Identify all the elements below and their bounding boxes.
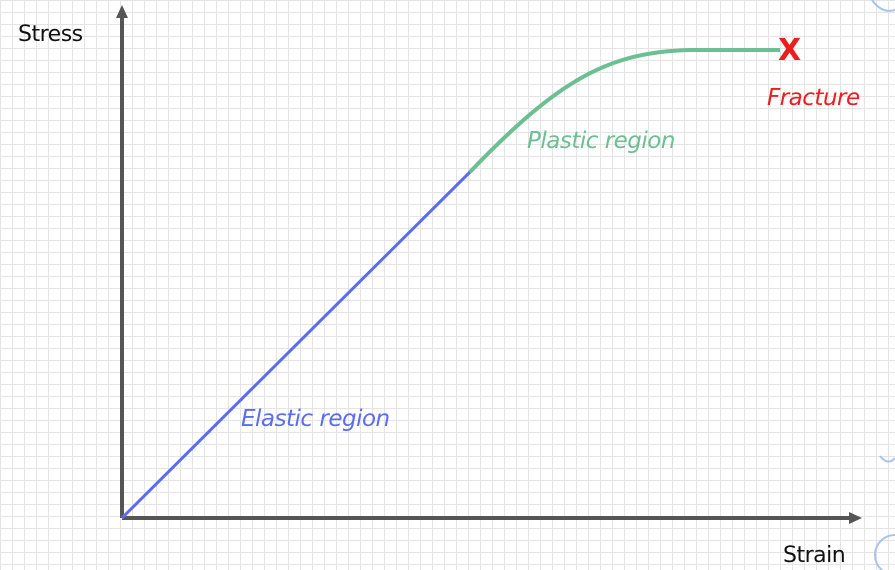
x-axis-arrowhead — [849, 512, 862, 524]
y-axis-label: Stress — [18, 22, 83, 47]
elastic-region-label: Elastic region — [241, 406, 390, 432]
edge-decoration-middle — [879, 455, 895, 463]
x-axis-label: Strain — [783, 543, 846, 568]
fracture-label: Fracture — [767, 85, 860, 111]
plastic-region-label: Plastic region — [527, 128, 675, 154]
y-axis-arrowhead — [116, 5, 128, 18]
fracture-marker: X — [778, 33, 802, 68]
elastic-region-line — [120, 170, 472, 520]
edge-decoration-top — [871, 0, 895, 12]
edge-decoration-bottom — [874, 534, 895, 570]
plastic-region-curve — [468, 48, 780, 174]
